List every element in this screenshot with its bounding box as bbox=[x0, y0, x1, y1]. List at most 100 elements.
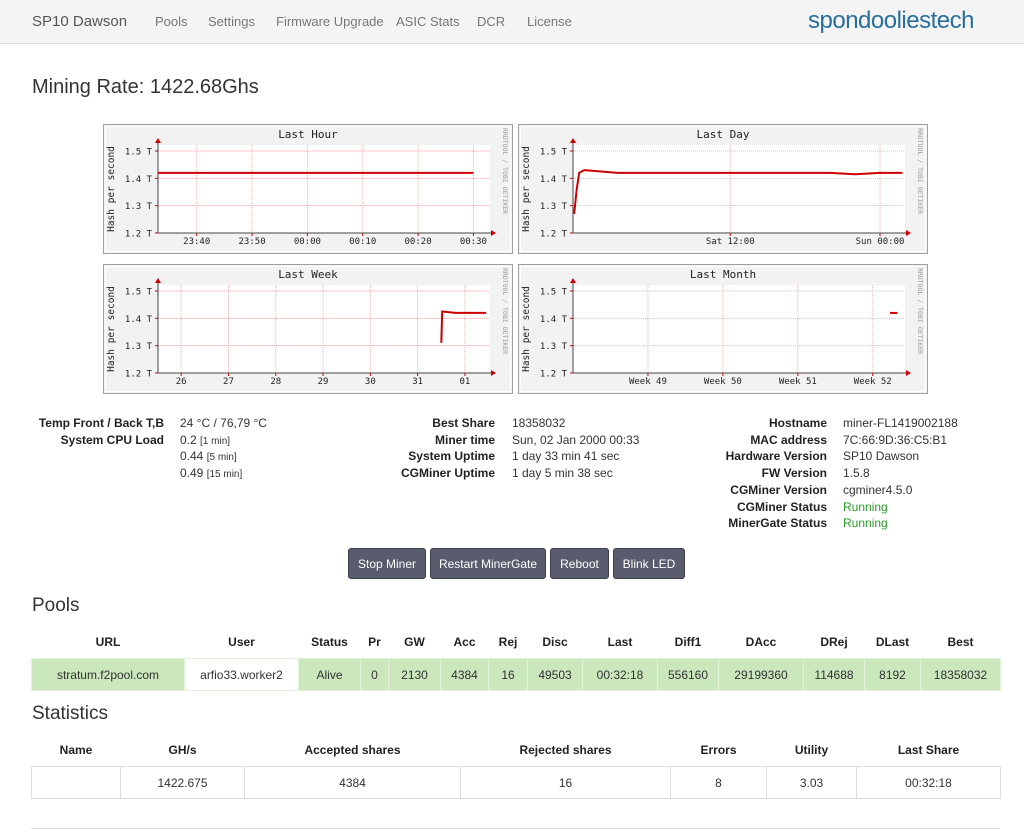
info-value: Sun, 02 Jan 2000 00:33 bbox=[512, 432, 640, 447]
axis-arrow bbox=[155, 278, 161, 283]
x-tick-label: Week 51 bbox=[779, 377, 817, 387]
y-tick-label: 1.5 T bbox=[540, 148, 568, 158]
info-note: [5 min] bbox=[206, 452, 237, 464]
info-value: cgminer4.5.0 bbox=[843, 482, 913, 497]
x-tick-label: 28 bbox=[270, 377, 281, 387]
graph-title: Last Month bbox=[690, 268, 756, 281]
brand: SP10 Dawson bbox=[32, 13, 128, 30]
y-tick-label: 1.5 T bbox=[125, 148, 153, 158]
x-tick-label: 00:30 bbox=[460, 237, 487, 247]
graph-title: Last Week bbox=[278, 268, 338, 281]
cell: 00:32:18 bbox=[856, 766, 1001, 799]
y-tick-label: 1.2 T bbox=[125, 370, 153, 380]
header-row: Name GH/s Accepted shares Rejected shares Er… bbox=[32, 734, 1001, 767]
graph-frame-inner bbox=[105, 126, 511, 252]
x-tick-label: 23:50 bbox=[239, 237, 266, 247]
header-row: URL User Status Pr GW Acc Rej Disc Last Diff1 DAcc… bbox=[32, 626, 1001, 659]
x-tick-label: 01 bbox=[460, 377, 471, 387]
y-axis-label: Hash per second bbox=[521, 146, 532, 232]
info-value: SP10 Dawson bbox=[843, 449, 920, 464]
y-tick-label: 1.3 T bbox=[125, 202, 153, 212]
axis-arrow bbox=[155, 138, 161, 143]
x-tick-label: 26 bbox=[176, 377, 187, 387]
column-header: Best bbox=[947, 635, 974, 649]
column-header: Disc bbox=[542, 635, 568, 649]
button[interactable]: Restart MinerGate bbox=[430, 548, 546, 579]
info-label: System Uptime bbox=[408, 449, 495, 464]
mining-rate: Mining Rate: 1422.68Ghs bbox=[32, 76, 259, 98]
y-tick-label: 1.3 T bbox=[540, 202, 568, 212]
info-label: CGMiner Version bbox=[730, 482, 827, 497]
nav-link[interactable]: DCR bbox=[477, 14, 506, 29]
button[interactable]: Stop Miner bbox=[348, 548, 426, 579]
column-header: Accepted shares bbox=[304, 743, 401, 757]
x-tick-label: Week 49 bbox=[629, 377, 667, 387]
y-tick-label: 1.4 T bbox=[125, 175, 153, 185]
graph-frame-inner bbox=[520, 126, 926, 252]
watermark: RRDTOOL / TOBI OETIKER bbox=[916, 128, 924, 214]
table: Name GH/s Accepted shares Rejected shares Er… bbox=[31, 734, 1001, 799]
column-header: URL bbox=[95, 635, 121, 649]
axis-arrow bbox=[906, 230, 911, 236]
hashrate-line bbox=[573, 169, 903, 215]
nav-link[interactable]: ASIC Stats bbox=[396, 14, 460, 29]
column-header: GH/s bbox=[168, 743, 197, 757]
cell: 3.03 bbox=[766, 766, 857, 799]
watermark: RRDTOOL / TOBI OETIKER bbox=[501, 128, 509, 214]
axis bbox=[572, 281, 908, 374]
column-header: Status bbox=[311, 635, 348, 649]
info-value: 0.44 [5 min] bbox=[180, 449, 237, 463]
plot-area bbox=[573, 285, 905, 373]
x-tick-label: Week 50 bbox=[704, 377, 742, 387]
info-value-text: 0.44 bbox=[180, 449, 204, 464]
column-header: GW bbox=[404, 635, 425, 649]
info-value: 0.2 [1 min] bbox=[180, 433, 230, 447]
column-header: DAcc bbox=[745, 635, 777, 649]
info-label: Temp Front / Back T,B bbox=[38, 416, 164, 430]
info-label: CGMiner Uptime bbox=[400, 466, 495, 481]
info-value: 24 °C / 76,79 °C bbox=[180, 416, 267, 430]
column-header: User bbox=[228, 635, 255, 649]
info-value: 0.49 [15 min] bbox=[180, 466, 242, 480]
y-tick-label: 1.2 T bbox=[540, 370, 568, 380]
x-tick-label: 00:00 bbox=[294, 237, 321, 247]
info-value: Running bbox=[843, 516, 888, 531]
cell: 2130 bbox=[388, 658, 441, 691]
x-tick-label: 29 bbox=[318, 377, 329, 387]
graph: Last Day Hash per second RRDTOOL / TOBI OE… bbox=[518, 124, 928, 254]
nav-link[interactable]: Pools bbox=[155, 14, 188, 29]
x-tick-label: 30 bbox=[365, 377, 376, 387]
section-title: Statistics bbox=[32, 703, 109, 724]
watermark: RRDTOOL / TOBI OETIKER bbox=[501, 268, 509, 354]
x-tick-label: Sun 00:00 bbox=[856, 237, 905, 247]
button[interactable]: Reboot bbox=[550, 548, 609, 579]
info-label: CGMiner Status bbox=[736, 499, 827, 514]
x-tick-label: Week 52 bbox=[854, 377, 892, 387]
y-axis-label: Hash per second bbox=[106, 146, 117, 232]
column-header: Name bbox=[59, 743, 93, 757]
graph-title: Last Day bbox=[697, 128, 750, 141]
y-tick-label: 1.2 T bbox=[125, 230, 153, 240]
x-tick-label: 23:40 bbox=[183, 237, 210, 247]
info-label: MAC address bbox=[750, 432, 827, 447]
nav-link[interactable]: Firmware Upgrade bbox=[276, 14, 384, 29]
axis bbox=[157, 281, 493, 374]
logo: spondooliestech bbox=[808, 7, 974, 34]
footer-rule bbox=[31, 828, 1000, 829]
nav-link[interactable]: Settings bbox=[208, 14, 255, 29]
column-header: Utility bbox=[794, 743, 829, 757]
cell: 16 bbox=[460, 766, 671, 799]
column-header: Diff1 bbox=[674, 635, 702, 649]
nav-link[interactable]: License bbox=[527, 14, 572, 29]
button[interactable]: Blink LED bbox=[613, 548, 685, 579]
y-tick-label: 1.5 T bbox=[125, 288, 153, 298]
info-label: FW Version bbox=[761, 466, 827, 481]
info-value-text: 0.49 bbox=[180, 466, 204, 481]
y-tick-label: 1.4 T bbox=[540, 315, 568, 325]
x-tick-label: 00:20 bbox=[405, 237, 432, 247]
info-value: 1.5.8 bbox=[843, 466, 870, 481]
info-value: 1 day 5 min 38 sec bbox=[512, 466, 613, 481]
axis-arrow bbox=[570, 138, 576, 143]
info-label: Best Share bbox=[432, 416, 495, 430]
